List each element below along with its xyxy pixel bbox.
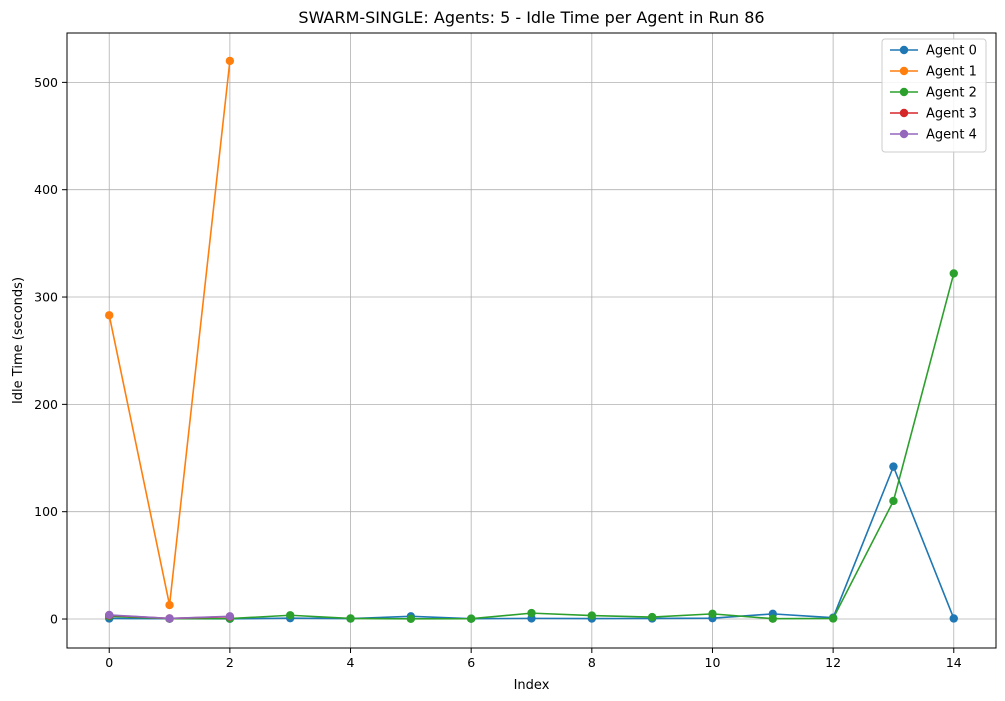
- x-tick-label: 0: [105, 655, 113, 670]
- x-tick-label: 12: [825, 655, 841, 670]
- x-tick-label: 10: [705, 655, 721, 670]
- data-point: [406, 614, 416, 624]
- data-point: [889, 462, 898, 471]
- chart-title: SWARM-SINGLE: Agents: 5 - Idle Time per …: [298, 8, 764, 27]
- data-point: [527, 608, 536, 618]
- series-agent-4: [105, 610, 235, 623]
- y-tick-label: 500: [34, 75, 58, 90]
- data-point: [828, 614, 838, 623]
- x-tick-label: 8: [588, 655, 596, 670]
- legend-swatch-marker: [899, 66, 909, 76]
- data-point: [165, 600, 174, 610]
- legend-item: Agent 4: [890, 128, 977, 143]
- legend-item: Agent 0: [890, 44, 977, 59]
- data-point: [889, 496, 898, 506]
- data-point: [225, 56, 235, 66]
- data-point: [466, 614, 476, 623]
- data-point: [346, 614, 355, 623]
- legend-swatch-marker: [899, 129, 909, 139]
- y-tick-label: 300: [34, 290, 58, 305]
- legend-label: Agent 2: [926, 86, 977, 101]
- legend: Agent 0 Agent 1 Agent 2 Agent 3 Agent 4: [881, 38, 987, 153]
- legend-item: Agent 1: [890, 65, 977, 80]
- legend-label: Agent 4: [926, 128, 977, 143]
- legend-swatch-marker: [899, 87, 909, 97]
- legend-label: Agent 1: [926, 65, 977, 80]
- data-point: [225, 612, 235, 621]
- grid-lines: [67, 33, 996, 648]
- data-point: [587, 611, 597, 620]
- x-tick-label: 2: [226, 655, 234, 670]
- series-layer: [105, 56, 958, 624]
- legend-label: Agent 3: [926, 107, 977, 122]
- data-point: [768, 614, 777, 623]
- series-agent-1: [105, 56, 235, 610]
- data-point: [949, 269, 958, 278]
- data-point: [105, 311, 114, 320]
- x-axis-label: Index: [514, 678, 550, 693]
- x-tick-label: 6: [467, 655, 475, 670]
- legend-item: Agent 2: [890, 86, 977, 101]
- y-tick-label: 400: [34, 182, 58, 197]
- y-axis-label: Idle Time (seconds): [11, 277, 26, 404]
- data-point: [286, 611, 295, 620]
- y-tick-label: 0: [50, 612, 58, 627]
- x-tick-label: 4: [347, 655, 355, 670]
- legend-swatch-marker: [899, 108, 909, 118]
- legend-box: [881, 38, 987, 153]
- data-point: [647, 612, 657, 622]
- data-point: [105, 610, 114, 620]
- data-point: [165, 614, 174, 623]
- data-point: [708, 609, 717, 619]
- plot-frame: [66, 32, 997, 649]
- legend-swatch-marker: [899, 45, 909, 55]
- x-tick-label: 14: [946, 655, 962, 670]
- legend-item: Agent 3: [890, 107, 977, 122]
- y-tick-label: 100: [34, 504, 58, 519]
- legend-label: Agent 0: [926, 44, 977, 59]
- y-tick-label: 200: [34, 397, 58, 412]
- axes: 0 2 4 6 8 10 12 14 0 100 200 300 400 500: [34, 32, 997, 670]
- data-point: [949, 614, 958, 623]
